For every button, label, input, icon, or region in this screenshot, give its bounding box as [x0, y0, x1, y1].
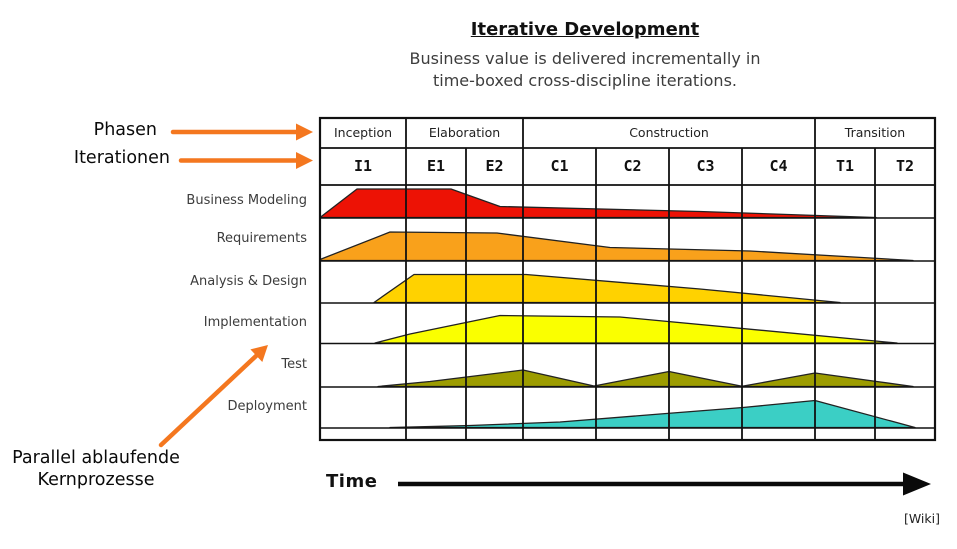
- parallel-processes-arrow: [158, 345, 268, 448]
- hump-requirements: [319, 231, 914, 262]
- time-axis-arrow: [398, 472, 931, 496]
- hump-analysis-design: [373, 273, 841, 304]
- phasen-arrow: [170, 123, 313, 141]
- row-label-analysis-design: Analysis & Design: [190, 274, 307, 289]
- iteration-cell-i1: I1: [353, 157, 373, 175]
- row-label-implementation: Implementation: [203, 315, 307, 330]
- phase-cell-inception: Inception: [333, 125, 393, 140]
- iterationen-label: Iterationen: [73, 148, 170, 168]
- phase-cell-construction: Construction: [629, 125, 709, 140]
- iteration-cell-t1: T1: [835, 157, 855, 175]
- parallel-processes-label: Parallel ablaufende Kernprozesse: [0, 447, 192, 491]
- time-axis-label: Time: [326, 471, 378, 492]
- grid-lines-layer: [318, 116, 937, 442]
- row-label-business-modeling: Business Modeling: [186, 193, 307, 208]
- phase-cell-transition: Transition: [844, 125, 906, 140]
- hump-deployment: [389, 399, 916, 429]
- parallel-processes-line2: Kernprozesse: [37, 470, 155, 490]
- iterationen-arrow: [178, 152, 313, 169]
- diagram-subtitle-line2: time-boxed cross-discipline iterations.: [432, 71, 737, 90]
- hump-implementation: [374, 314, 898, 344]
- iteration-cell-e1: E1: [426, 157, 446, 175]
- iteration-cell-c2: C2: [623, 157, 642, 175]
- row-label-test: Test: [281, 357, 307, 372]
- effort-humps-layer: [319, 188, 916, 429]
- source-citation: [Wiki]: [903, 511, 940, 526]
- diagram-subtitle-line1: Business value is delivered incrementall…: [409, 49, 761, 68]
- row-label-deployment: Deployment: [227, 399, 307, 414]
- iteration-cell-c1: C1: [550, 157, 569, 175]
- diagram-title: Iterative Development: [470, 19, 700, 40]
- phase-cell-elaboration: Elaboration: [428, 125, 501, 140]
- parallel-processes-line1: Parallel ablaufende: [12, 448, 180, 468]
- iteration-cell-c4: C4: [769, 157, 788, 175]
- hump-business-modeling: [319, 188, 877, 219]
- table-border: [318, 116, 937, 442]
- hump-test: [377, 369, 914, 388]
- iteration-cell-t2: T2: [895, 157, 915, 175]
- iteration-cell-c3: C3: [696, 157, 715, 175]
- phasen-label: Phasen: [93, 120, 157, 140]
- iteration-cell-e2: E2: [485, 157, 504, 175]
- row-label-requirements: Requirements: [216, 231, 307, 246]
